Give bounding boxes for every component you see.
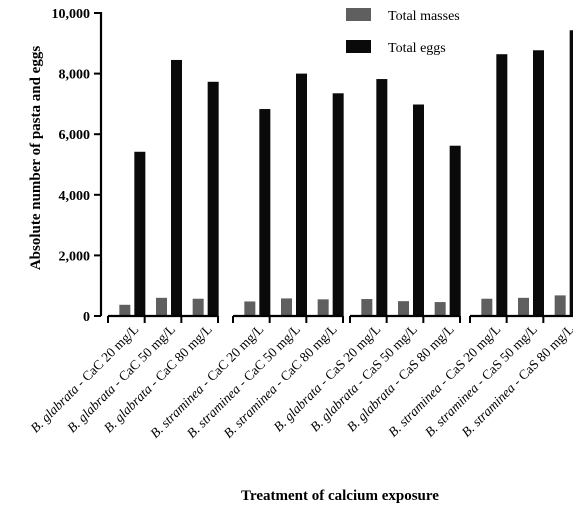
bar-total-masses xyxy=(361,299,373,316)
legend-label: Total eggs xyxy=(388,41,446,56)
bar-total-eggs xyxy=(533,50,544,316)
bar-total-masses xyxy=(317,299,329,316)
bar-total-eggs xyxy=(332,93,344,316)
bar-total-eggs xyxy=(296,73,307,316)
y-tick-label: 6,000 xyxy=(59,128,91,143)
bar-total-masses xyxy=(156,297,167,316)
legend-swatch xyxy=(346,8,371,21)
bar-total-masses xyxy=(281,298,292,316)
bar-total-masses xyxy=(434,302,446,316)
bar-total-masses xyxy=(398,301,409,316)
bar-total-masses xyxy=(481,298,493,316)
x-axis: B. glabrata - CaC 20 mg/LB. glabrata - C… xyxy=(27,314,573,441)
bar-total-eggs xyxy=(259,109,271,317)
bar-total-eggs xyxy=(171,59,182,317)
bar-total-eggs xyxy=(569,30,573,317)
bar-total-eggs xyxy=(207,81,219,316)
y-tick-label: 4,000 xyxy=(59,189,91,204)
bar-total-masses xyxy=(119,304,131,316)
y-tick-label: 0 xyxy=(83,310,90,325)
y-tick-label: 8,000 xyxy=(59,68,91,83)
y-axis-title: Absolute number of pasta and eggs xyxy=(28,46,44,271)
bar-total-masses xyxy=(518,297,529,316)
y-axis: 0 2,000 4,000 6,000 8,000 10,000 xyxy=(52,7,103,325)
bar-total-eggs xyxy=(413,104,424,316)
y-tick-label: 10,000 xyxy=(52,7,91,22)
bar-total-eggs xyxy=(449,145,461,316)
legend-label: Total masses xyxy=(388,9,460,24)
y-tick-label: 2,000 xyxy=(59,249,91,264)
bar-total-eggs xyxy=(134,151,146,316)
bars xyxy=(119,30,573,317)
bar-total-masses xyxy=(192,298,204,316)
bar-total-masses xyxy=(554,295,566,316)
legend: Total masses Total eggs xyxy=(346,8,460,56)
x-axis-title: Treatment of calcium exposure xyxy=(241,488,439,504)
bar-total-eggs xyxy=(496,54,508,316)
bar-total-eggs xyxy=(376,79,388,316)
x-tick-label-treatment: - CaS 80 mg/L xyxy=(507,322,573,391)
bar-total-masses xyxy=(244,301,256,316)
legend-swatch xyxy=(346,40,371,53)
